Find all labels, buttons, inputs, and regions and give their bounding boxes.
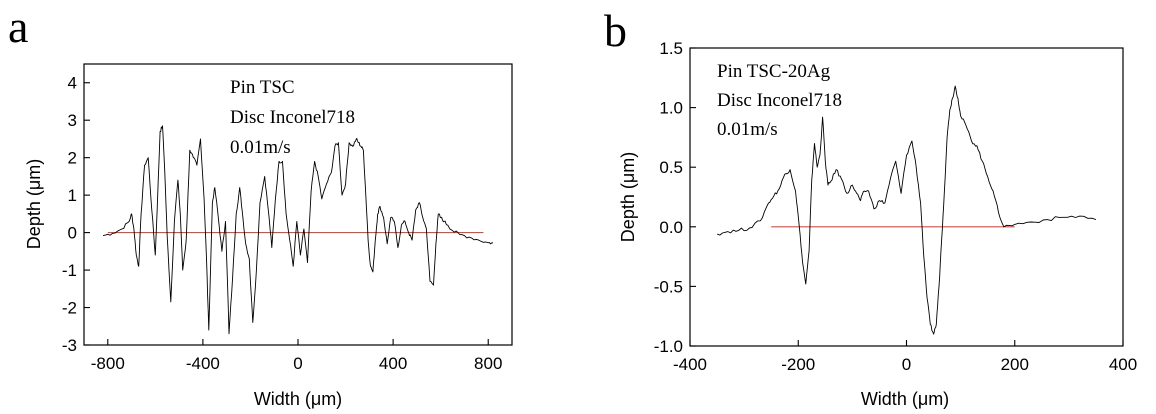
panel-b-y-tick-label: -1.0 — [654, 337, 683, 356]
panel-b-annotation-disc: Disc Inconel718 — [717, 90, 842, 111]
panel-a-x-tick-label: 400 — [379, 354, 407, 373]
panel-a-letter: a — [8, 1, 28, 52]
panel-a-y-tick-label: 3 — [68, 111, 77, 130]
panel-b-x-tick-label: -200 — [781, 355, 815, 374]
panel-a-annotation-disc: Disc Inconel718 — [230, 107, 355, 128]
panel-b-x-tick-label: 0 — [902, 355, 911, 374]
panel-a-x-tick-label: 0 — [293, 354, 302, 373]
panel-b-y-tick-label: 0.0 — [659, 218, 683, 237]
panel-b-letter: b — [604, 5, 627, 56]
panel-a-x-tick-label: -800 — [91, 354, 125, 373]
panel-b-depth-profile — [716, 85, 1097, 335]
panel-a-y-tick-label: -2 — [62, 299, 77, 318]
panel-a-chart: a -800 -400 0 400 800 -3 -2 -1 0 1 2 3 4 Pin TSC Di… — [8, 1, 513, 409]
panel-b-x-ticks: -400 -200 0 200 400 — [673, 340, 1137, 374]
panel-a-annotation-speed: 0.01m/s — [230, 137, 291, 158]
panel-a-y-ticks: -3 -2 -1 0 1 2 3 4 — [62, 74, 90, 355]
panel-a-depth-profile — [102, 125, 494, 335]
panel-a-y-axis-title: Depth (μm) — [24, 159, 44, 249]
panel-b-x-axis-title: Width (μm) — [861, 389, 949, 409]
panel-b-y-tick-label: 1.0 — [659, 99, 683, 118]
panel-a-x-ticks: -800 -400 0 400 800 — [91, 339, 502, 373]
panel-b-x-tick-label: 200 — [1001, 355, 1029, 374]
panel-a-y-tick-label: -3 — [62, 336, 77, 355]
panel-a-y-tick-label: 4 — [68, 74, 77, 93]
panel-b-x-tick-label: -400 — [673, 355, 707, 374]
panel-a-y-tick-label: 0 — [68, 224, 77, 243]
panel-a-annotation-pin: Pin TSC — [230, 77, 295, 98]
panel-b-x-tick-label: 400 — [1109, 355, 1137, 374]
panel-b-chart: b -400 -200 0 200 400 -1.0 -0.5 0.0 0.5 1.0 1.5 P… — [604, 5, 1137, 409]
panel-b-annotation-pin: Pin TSC-20Ag — [717, 61, 831, 82]
panel-a-y-tick-label: 1 — [68, 186, 77, 205]
panel-b-y-ticks: -1.0 -0.5 0.0 0.5 1.0 1.5 — [654, 39, 696, 356]
panel-b-y-tick-label: -0.5 — [654, 277, 683, 296]
panel-a-x-axis-title: Width (μm) — [254, 389, 342, 409]
panel-a-y-tick-label: 2 — [68, 149, 77, 168]
panel-b-annotation-speed: 0.01m/s — [717, 119, 778, 140]
panel-b-y-axis-title: Depth (μm) — [618, 152, 638, 242]
panel-a-y-tick-label: -1 — [62, 261, 77, 280]
panel-b-y-tick-label: 1.5 — [659, 39, 683, 58]
panel-b-y-tick-label: 0.5 — [659, 158, 683, 177]
panel-a-x-tick-label: 800 — [474, 354, 502, 373]
panel-a-x-tick-label: -400 — [186, 354, 220, 373]
